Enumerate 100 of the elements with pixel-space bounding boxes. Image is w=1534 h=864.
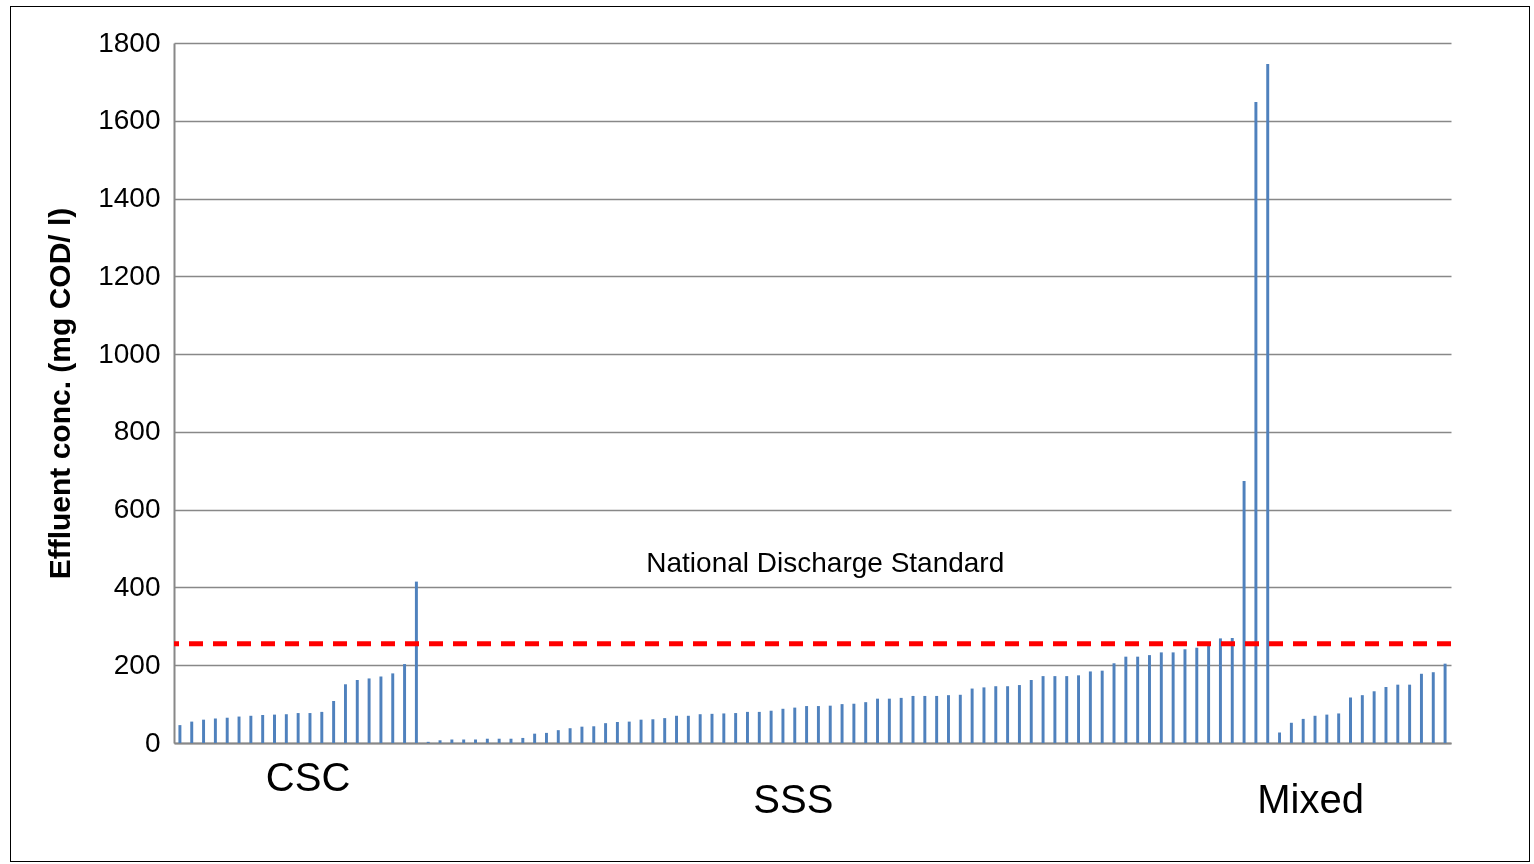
bar [556,730,560,743]
bar [757,711,761,743]
ref-line-label: National Discharge Standard [646,546,1005,578]
bar [864,702,868,743]
bar [994,686,998,743]
text: SSS [753,777,834,821]
bar [1254,102,1258,743]
bar [1053,676,1057,743]
bar [686,715,690,743]
bar [663,718,667,743]
bar [604,723,608,743]
bar [675,715,678,743]
y-tick-label: 800 [113,415,161,447]
bar [1349,697,1352,743]
bar [982,687,986,743]
bar [1183,649,1187,743]
bar [887,698,891,743]
bar [1017,685,1021,743]
y-tick-label: 1800 [98,26,161,58]
bar [497,738,501,743]
bar [1029,680,1033,743]
y-tick-label: 0 [144,726,161,758]
bar [1313,715,1317,743]
bar [793,707,797,743]
bar [1230,638,1234,743]
bar [438,740,442,743]
bar [781,708,785,743]
bar [734,713,738,743]
bar [1136,656,1140,743]
bar [852,703,856,743]
bar [947,695,950,743]
y-tick-label: 1000 [98,337,161,369]
bar [450,739,454,743]
bar [367,678,371,743]
bar [1360,695,1364,743]
text: Mixed [1257,777,1364,821]
bar [355,680,359,743]
bar [1419,673,1423,743]
bar [1041,676,1045,743]
bar [935,695,939,743]
bar [462,739,466,743]
bar [958,694,962,743]
bar [178,725,182,743]
bar [1372,691,1376,743]
bar [320,711,324,743]
bar [876,698,880,743]
bar [580,726,584,743]
bar [403,664,407,743]
bar [414,581,418,743]
bar [592,726,596,743]
y-tick-label: 400 [113,570,161,602]
bar [1148,655,1151,743]
bar [343,684,347,743]
bar [1384,687,1388,743]
bar [828,705,832,743]
bar [1088,671,1092,743]
bar [521,737,525,743]
bar [1408,684,1412,743]
bar [391,673,395,743]
bar [627,721,631,743]
bar [249,715,253,743]
bar [474,739,477,743]
bar [1278,732,1282,743]
y-tick-label: 1400 [98,182,161,214]
bar [1266,64,1270,743]
bar [308,713,312,743]
bar [379,676,383,743]
bar [1006,686,1010,743]
bar [1396,684,1400,743]
text: CSC [265,755,351,799]
bar [769,710,773,743]
bar [332,701,336,743]
bar [273,714,276,743]
bar [745,711,749,743]
bar [1077,675,1081,743]
bar [261,715,265,743]
bar [1065,676,1069,743]
bar [1337,713,1341,743]
bar [1218,638,1222,743]
bar [816,706,820,743]
bar [568,728,572,743]
bar [899,697,903,743]
bar [1443,663,1447,743]
y-tick-label: 1200 [98,259,161,291]
y-tick-label: 600 [113,493,161,525]
bar [190,721,194,743]
bar [1325,714,1329,743]
bar [225,717,229,743]
bar [485,738,489,743]
bar [615,722,619,743]
bar [651,719,655,743]
bar [1207,645,1211,743]
y-axis-title: Effluent conc. (mg COD/ l) [43,207,77,580]
bar [284,714,288,743]
bar [1171,652,1175,743]
bar [202,719,206,743]
bar [1431,672,1435,743]
bar [923,695,927,743]
bar [1100,670,1104,743]
bar [296,713,300,743]
